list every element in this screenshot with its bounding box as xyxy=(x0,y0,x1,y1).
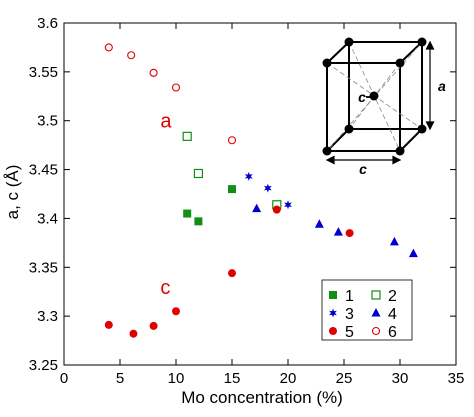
data-point-series-1 xyxy=(228,185,236,194)
data-point-series-2 xyxy=(193,168,203,179)
data-point-series-6 xyxy=(149,68,158,77)
x-tick-label: 25 xyxy=(336,370,353,387)
cube-dimension-arrows xyxy=(325,40,435,165)
data-point-series-6 xyxy=(127,51,136,60)
data-point-series-3 xyxy=(263,183,272,193)
data-markers xyxy=(104,43,418,338)
data-point-series-4 xyxy=(389,236,399,246)
unit-cell-inset: c a c xyxy=(322,37,446,177)
data-point-series-5 xyxy=(228,269,236,278)
data-point-series-5 xyxy=(172,307,180,316)
data-point-series-5 xyxy=(149,321,158,330)
inset-label-a: a xyxy=(438,78,446,94)
data-point-series-1 xyxy=(183,209,192,218)
legend-marker-5 xyxy=(329,327,337,335)
cube-edges xyxy=(326,41,423,152)
x-tick-label: 20 xyxy=(280,370,297,387)
legend-marker-2 xyxy=(371,290,381,300)
data-point-series-4 xyxy=(408,248,418,258)
legend-box xyxy=(321,279,413,341)
legend-marker-6 xyxy=(371,326,381,336)
cube-atoms xyxy=(322,37,427,156)
legend-label-6: 6 xyxy=(388,324,397,341)
data-point-series-4 xyxy=(333,227,343,236)
x-tick-label: 35 xyxy=(448,370,465,387)
legend-marker-3 xyxy=(329,308,337,318)
x-axis-title: Mo concentration (%) xyxy=(181,388,343,407)
annotation-c: c xyxy=(160,277,170,299)
data-point-series-3 xyxy=(284,200,292,210)
legend-label-5: 5 xyxy=(345,324,354,341)
legend-label-4: 4 xyxy=(388,306,397,323)
y-tick-label: 3.6 xyxy=(37,15,58,32)
x-tick-label: 15 xyxy=(224,370,241,387)
data-point-series-3 xyxy=(244,171,253,181)
data-point-series-6 xyxy=(171,83,181,92)
legend-marker-4 xyxy=(371,308,381,317)
y-tick-label: 3.35 xyxy=(29,259,58,276)
data-point-series-2 xyxy=(182,131,192,141)
legend-symbols xyxy=(329,290,381,336)
y-tick-label: 3.5 xyxy=(37,113,58,130)
data-point-series-5 xyxy=(129,329,138,338)
data-point-series-1 xyxy=(194,217,203,226)
data-point-series-5 xyxy=(104,320,113,329)
inset-label-c: c xyxy=(359,161,367,177)
data-point-series-4 xyxy=(314,219,324,228)
x-tick-label: 0 xyxy=(60,370,68,387)
y-tick-label: 3.25 xyxy=(29,357,58,374)
data-point-series-6 xyxy=(104,43,113,52)
x-tick-label: 30 xyxy=(392,370,409,387)
plot-frame xyxy=(63,22,457,366)
legend-marker-1 xyxy=(329,291,337,299)
data-point-series-4 xyxy=(252,203,262,213)
legend-label-1: 1 xyxy=(345,288,354,305)
legend: 1 2 3 4 5 6 xyxy=(321,279,413,341)
y-tick-label: 3.45 xyxy=(29,162,58,179)
y-axis-title: a, c (Å) xyxy=(3,165,22,220)
y-tick-label: 3.4 xyxy=(37,210,58,227)
data-point-series-5 xyxy=(345,229,354,238)
x-tick-label: 5 xyxy=(116,370,124,387)
legend-label-3: 3 xyxy=(345,306,354,323)
axes: 0 5 10 15 20 25 30 353.253.33.353.43.453.53.553… xyxy=(29,15,465,387)
y-tick-label: 3.55 xyxy=(29,64,58,81)
inset-atom-label-c: c xyxy=(358,89,366,105)
x-tick-label: 10 xyxy=(168,370,185,387)
annotation-a: a xyxy=(160,111,172,133)
data-point-series-5 xyxy=(272,205,281,214)
y-tick-label: 3.3 xyxy=(37,308,58,325)
legend-label-2: 2 xyxy=(388,288,397,305)
data-point-series-6 xyxy=(227,136,237,145)
